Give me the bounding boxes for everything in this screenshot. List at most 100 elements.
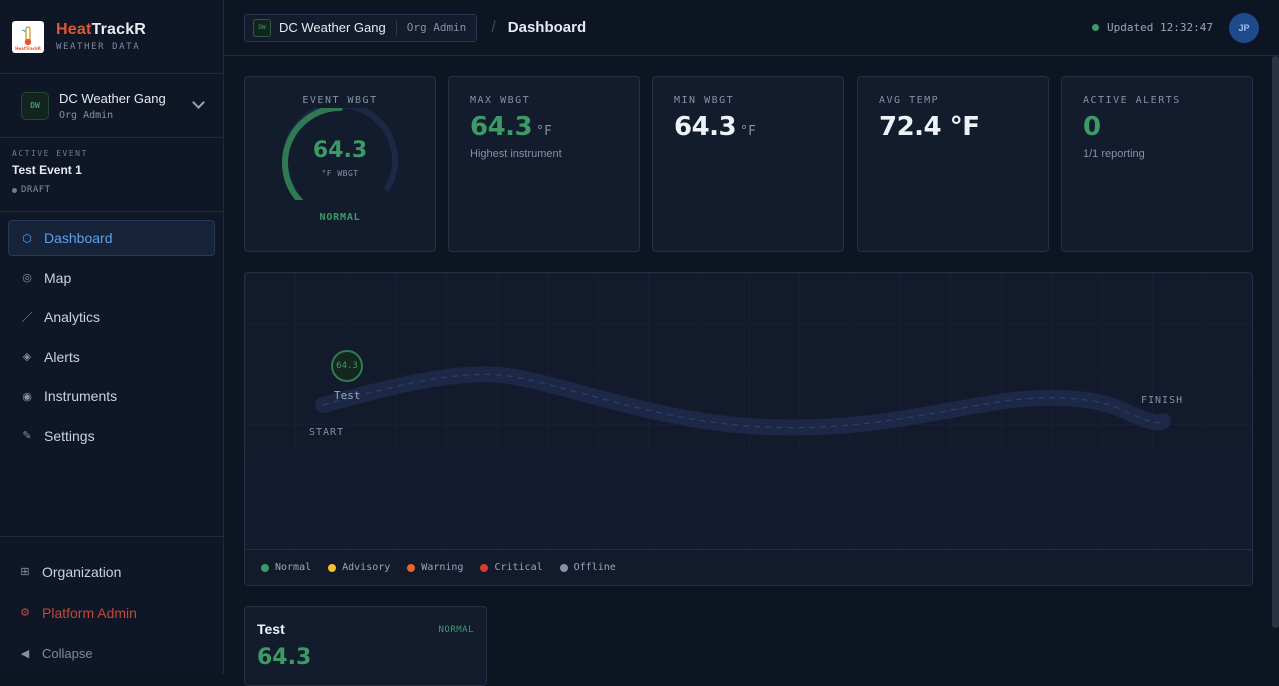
legend-label: Advisory <box>342 562 390 573</box>
active-event: ACTIVE EVENT Test Event 1 DRAFT <box>0 138 223 212</box>
legend-label: Warning <box>421 562 463 573</box>
logo-text: HeatTrackR <box>15 46 41 51</box>
gear-icon: ⚙ <box>19 606 31 619</box>
legend-item-critical: Critical <box>480 562 542 573</box>
nav-item-label: Dashboard <box>44 230 113 246</box>
breadcrumb-org[interactable]: DW DC Weather Gang Org Admin <box>244 14 477 42</box>
card-label: ACTIVE ALERTS <box>1083 95 1252 106</box>
card-label: AVG TEMP <box>879 95 1048 106</box>
active-event-name: Test Event 1 <box>12 163 211 177</box>
gauge-unit: °F WBGT <box>275 169 405 178</box>
instruments-icon: ◉ <box>20 390 34 403</box>
brand[interactable]: HeatTrackR HeatTrackR WEATHER DATA <box>0 0 223 74</box>
nav-item-label: Instruments <box>44 388 117 404</box>
breadcrumb-separator: / <box>491 19 495 37</box>
main-content: EVENT WBGT 64.3 °F WBGT NORMAL MAX WBGT … <box>224 56 1279 674</box>
brand-name-trackr: TrackR <box>91 21 146 38</box>
max-wbgt-value: 64.3°F <box>470 112 639 142</box>
divider <box>396 20 397 36</box>
min-wbgt-value: 64.3 °F <box>674 112 843 142</box>
org-switcher[interactable]: DW DC Weather Gang Org Admin <box>0 74 223 138</box>
map-canvas <box>245 273 1253 551</box>
main-nav: ⬡ Dashboard ◎ Map ／ Analytics ◈ Alerts ◉… <box>0 212 223 454</box>
nav-item-instruments[interactable]: ◉ Instruments <box>8 378 215 414</box>
thermometer-logo-icon: HeatTrackR <box>13 22 43 52</box>
start-label: START <box>309 427 344 438</box>
breadcrumb-org-badge: DW <box>253 19 271 37</box>
nav-item-label: Alerts <box>44 349 80 365</box>
brand-subtitle: WEATHER DATA <box>56 42 146 52</box>
sensor-marker[interactable]: 64.3 <box>331 350 363 382</box>
warning-dot-icon <box>407 564 415 572</box>
status-badge: NORMAL <box>245 212 435 223</box>
last-updated: Updated 12:32:47 <box>1092 21 1213 34</box>
critical-dot-icon <box>480 564 488 572</box>
map-icon: ◎ <box>20 271 34 284</box>
stat-unit: °F <box>536 124 552 139</box>
grid-icon: ⊞ <box>19 565 31 578</box>
breadcrumb-org-name: DC Weather Gang <box>279 20 386 35</box>
legend-item-warning: Warning <box>407 562 463 573</box>
breadcrumb-org-role: Org Admin <box>407 21 467 34</box>
stat-subtext: 1/1 reporting <box>1083 148 1252 160</box>
card-label: EVENT WBGT <box>245 95 435 106</box>
stat-unit: °F <box>740 124 756 139</box>
settings-icon: ✎ <box>20 429 34 442</box>
org-name: DC Weather Gang <box>59 91 166 106</box>
organization-link[interactable]: ⊞ Organization <box>0 551 223 592</box>
collapse-arrow-icon: ◀ <box>19 647 31 660</box>
platform-admin-label: Platform Admin <box>42 605 137 621</box>
status-badge: NORMAL <box>438 625 474 635</box>
event-status-badge: DRAFT <box>12 185 211 195</box>
nav-item-alerts[interactable]: ◈ Alerts <box>8 339 215 375</box>
nav-item-dashboard[interactable]: ⬡ Dashboard <box>8 220 215 256</box>
legend-item-normal: Normal <box>261 562 311 573</box>
collapse-label: Collapse <box>42 646 93 661</box>
normal-dot-icon <box>261 564 269 572</box>
nav-item-analytics[interactable]: ／ Analytics <box>8 299 215 335</box>
active-alerts-value: 0 <box>1083 112 1252 142</box>
status-dot-icon <box>12 188 17 193</box>
nav-item-map[interactable]: ◎ Map <box>8 260 215 296</box>
nav-item-settings[interactable]: ✎ Settings <box>8 418 215 454</box>
alerts-icon: ◈ <box>20 350 34 363</box>
platform-admin-link[interactable]: ⚙ Platform Admin <box>0 592 223 633</box>
org-role: Org Admin <box>59 110 166 121</box>
collapse-button[interactable]: ◀ Collapse <box>0 633 223 674</box>
live-dot-icon <box>1092 24 1099 31</box>
card-label: MIN WBGT <box>674 95 843 106</box>
avg-temp-value: 72.4 °F <box>879 112 1048 142</box>
brand-name-heat: Heat <box>56 21 91 38</box>
min-wbgt-card: MIN WBGT 64.3 °F <box>652 76 844 252</box>
page-title: Dashboard <box>508 19 586 36</box>
legend-item-advisory: Advisory <box>328 562 390 573</box>
legend-item-offline: Offline <box>560 562 616 573</box>
stat-number: 64.3 <box>674 112 736 142</box>
gauge-value: 64.3 <box>275 138 405 163</box>
nav-item-label: Map <box>44 270 71 286</box>
finish-label: FINISH <box>1141 395 1183 406</box>
avatar[interactable]: JP <box>1229 13 1259 43</box>
chevron-down-icon[interactable] <box>192 96 205 109</box>
organization-label: Organization <box>42 564 121 580</box>
stat-subtext: Highest instrument <box>470 148 639 160</box>
event-status-text: DRAFT <box>21 185 51 195</box>
org-badge: DW <box>21 92 49 120</box>
sidebar: HeatTrackR HeatTrackR WEATHER DATA DW DC… <box>0 0 224 674</box>
active-alerts-card: ACTIVE ALERTS 0 1/1 reporting <box>1061 76 1253 252</box>
last-updated-text: Updated 12:32:47 <box>1107 21 1213 34</box>
offline-dot-icon <box>560 564 568 572</box>
sidebar-footer: ⊞ Organization ⚙ Platform Admin ◀ Collap… <box>0 536 223 674</box>
legend-label: Critical <box>494 562 542 573</box>
event-wbgt-card: EVENT WBGT 64.3 °F WBGT NORMAL <box>244 76 436 252</box>
advisory-dot-icon <box>328 564 336 572</box>
legend-label: Normal <box>275 562 311 573</box>
scrollbar[interactable] <box>1272 56 1279 628</box>
avg-temp-card: AVG TEMP 72.4 °F <box>857 76 1049 252</box>
map-legend: Normal Advisory Warning Critical Offline <box>245 549 1252 585</box>
card-label: MAX WBGT <box>470 95 639 106</box>
nav-item-label: Settings <box>44 428 95 444</box>
nav-item-label: Analytics <box>44 309 100 325</box>
instrument-card[interactable]: Test NORMAL 64.3 <box>244 606 487 686</box>
course-map[interactable]: START FINISH 64.3 Test Normal Advisory W… <box>244 272 1253 586</box>
